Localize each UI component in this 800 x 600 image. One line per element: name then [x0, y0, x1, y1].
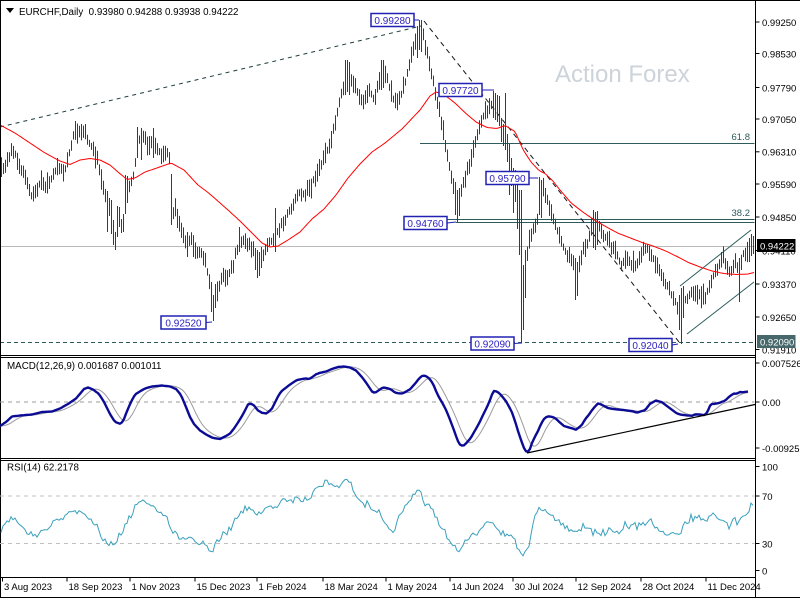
svg-text:0.92040: 0.92040 [632, 341, 669, 352]
svg-text:18 Mar 2024: 18 Mar 2024 [325, 582, 378, 593]
svg-text:15 Dec 2023: 15 Dec 2023 [197, 582, 251, 593]
svg-text:70: 70 [762, 492, 773, 503]
svg-text:0.99280: 0.99280 [374, 16, 411, 27]
svg-text:0.91910: 0.91910 [762, 345, 796, 356]
svg-text:0.94760: 0.94760 [407, 219, 444, 230]
svg-text:28 Oct 2024: 28 Oct 2024 [643, 582, 695, 593]
svg-text:0.92090: 0.92090 [760, 337, 794, 348]
svg-text:100: 100 [762, 462, 778, 473]
svg-text:0.95790: 0.95790 [489, 174, 526, 185]
svg-text:18 Sep 2023: 18 Sep 2023 [69, 582, 123, 593]
svg-text:0.94850: 0.94850 [762, 213, 796, 224]
svg-text:-0.009252: -0.009252 [762, 444, 800, 455]
svg-text:RSI(14) 62.2178: RSI(14) 62.2178 [7, 463, 79, 474]
svg-text:1 Feb 2024: 1 Feb 2024 [259, 582, 307, 593]
svg-text:0.92090: 0.92090 [474, 339, 511, 350]
svg-text:0.99250: 0.99250 [762, 18, 796, 29]
svg-text:30: 30 [762, 539, 773, 550]
svg-text:0.94222: 0.94222 [760, 241, 794, 252]
svg-text:3 Aug 2023: 3 Aug 2023 [4, 582, 52, 593]
svg-text:12 Sep 2024: 12 Sep 2024 [578, 582, 632, 593]
svg-text:14 Jun 2024: 14 Jun 2024 [452, 582, 504, 593]
svg-text:11 Dec 2024: 11 Dec 2024 [708, 582, 761, 593]
svg-text:0.98530: 0.98530 [762, 49, 796, 60]
svg-text:61.8: 61.8 [732, 132, 751, 143]
svg-text:0: 0 [762, 566, 767, 577]
svg-text:0.97050: 0.97050 [762, 115, 796, 126]
svg-text:0.007526: 0.007526 [762, 359, 800, 370]
svg-text:0.97720: 0.97720 [442, 86, 479, 97]
svg-text:EURCHF,Daily 0.93980 0.94288: EURCHF,Daily 0.93980 0.94288 0.93938 0.9… [19, 7, 239, 18]
svg-text:38.2: 38.2 [732, 208, 751, 219]
svg-text:0.92520: 0.92520 [165, 318, 202, 329]
svg-text:0.93370: 0.93370 [762, 280, 796, 291]
svg-text:0.92650: 0.92650 [762, 313, 796, 324]
svg-text:0.00: 0.00 [762, 398, 781, 409]
svg-text:30 Jul 2024: 30 Jul 2024 [515, 582, 564, 593]
svg-text:1 May 2024: 1 May 2024 [388, 582, 438, 593]
svg-text:0.95590: 0.95590 [762, 180, 796, 191]
svg-text:0.97790: 0.97790 [762, 83, 796, 94]
svg-text:0.96310: 0.96310 [762, 148, 796, 159]
svg-text:1 Nov 2023: 1 Nov 2023 [132, 582, 181, 593]
svg-text:Action Forex: Action Forex [555, 61, 690, 88]
svg-text:MACD(12,26,9) 0.001687 0.00101: MACD(12,26,9) 0.001687 0.001011 [7, 361, 162, 372]
